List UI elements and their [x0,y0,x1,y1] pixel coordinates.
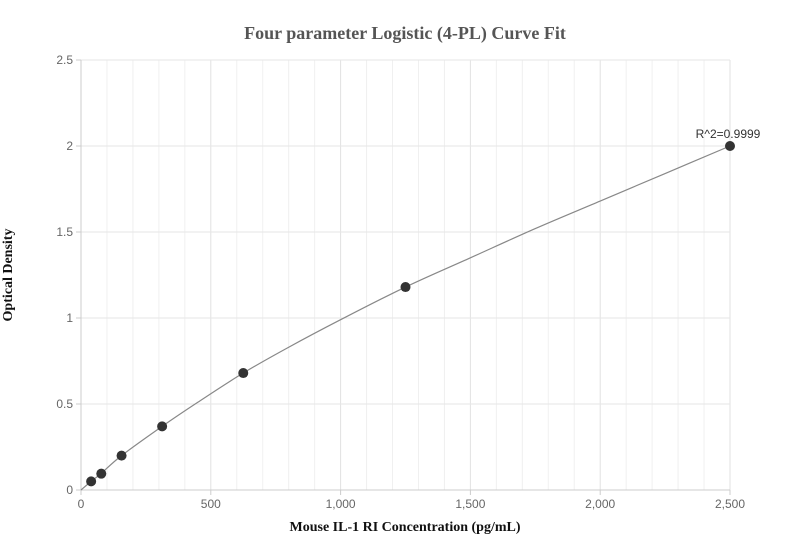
data-point [238,368,249,379]
y-tick-label: 2 [66,139,73,153]
y-tick-labels: 0 0.5 1 1.5 2 2.5 [56,53,81,497]
data-point [96,468,107,479]
y-tick-label: 0 [66,483,73,497]
data-point [400,282,411,293]
x-axis-label: Mouse IL-1 RI Concentration (pg/mL) [290,520,521,535]
data-point [116,450,127,461]
x-tick-label: 1,000 [326,497,356,511]
x-tick-label: 0 [78,497,85,511]
x-tick-label: 2,500 [715,497,745,511]
y-tick-label: 2.5 [56,53,73,67]
x-tick-label: 500 [201,497,221,511]
y-axis-label: Optical Density [1,229,16,322]
y-tick-label: 0.5 [56,397,73,411]
data-points [86,141,735,487]
x-tick-labels: 0 500 1,000 1,500 2,000 2,500 [78,490,745,511]
chart-title: Four parameter Logistic (4-PL) Curve Fit [244,23,566,44]
fit-curve-line [80,145,731,491]
data-point [157,421,168,432]
grid-lines [80,59,731,491]
data-point [86,476,97,487]
y-tick-label: 1.5 [56,225,73,239]
y-tick-label: 1 [66,311,73,325]
x-tick-label: 1,500 [455,497,485,511]
x-tick-label: 2,000 [585,497,615,511]
r-squared-annotation: R^2=0.9999 [696,127,761,141]
data-point [725,141,735,151]
axes [80,60,730,491]
